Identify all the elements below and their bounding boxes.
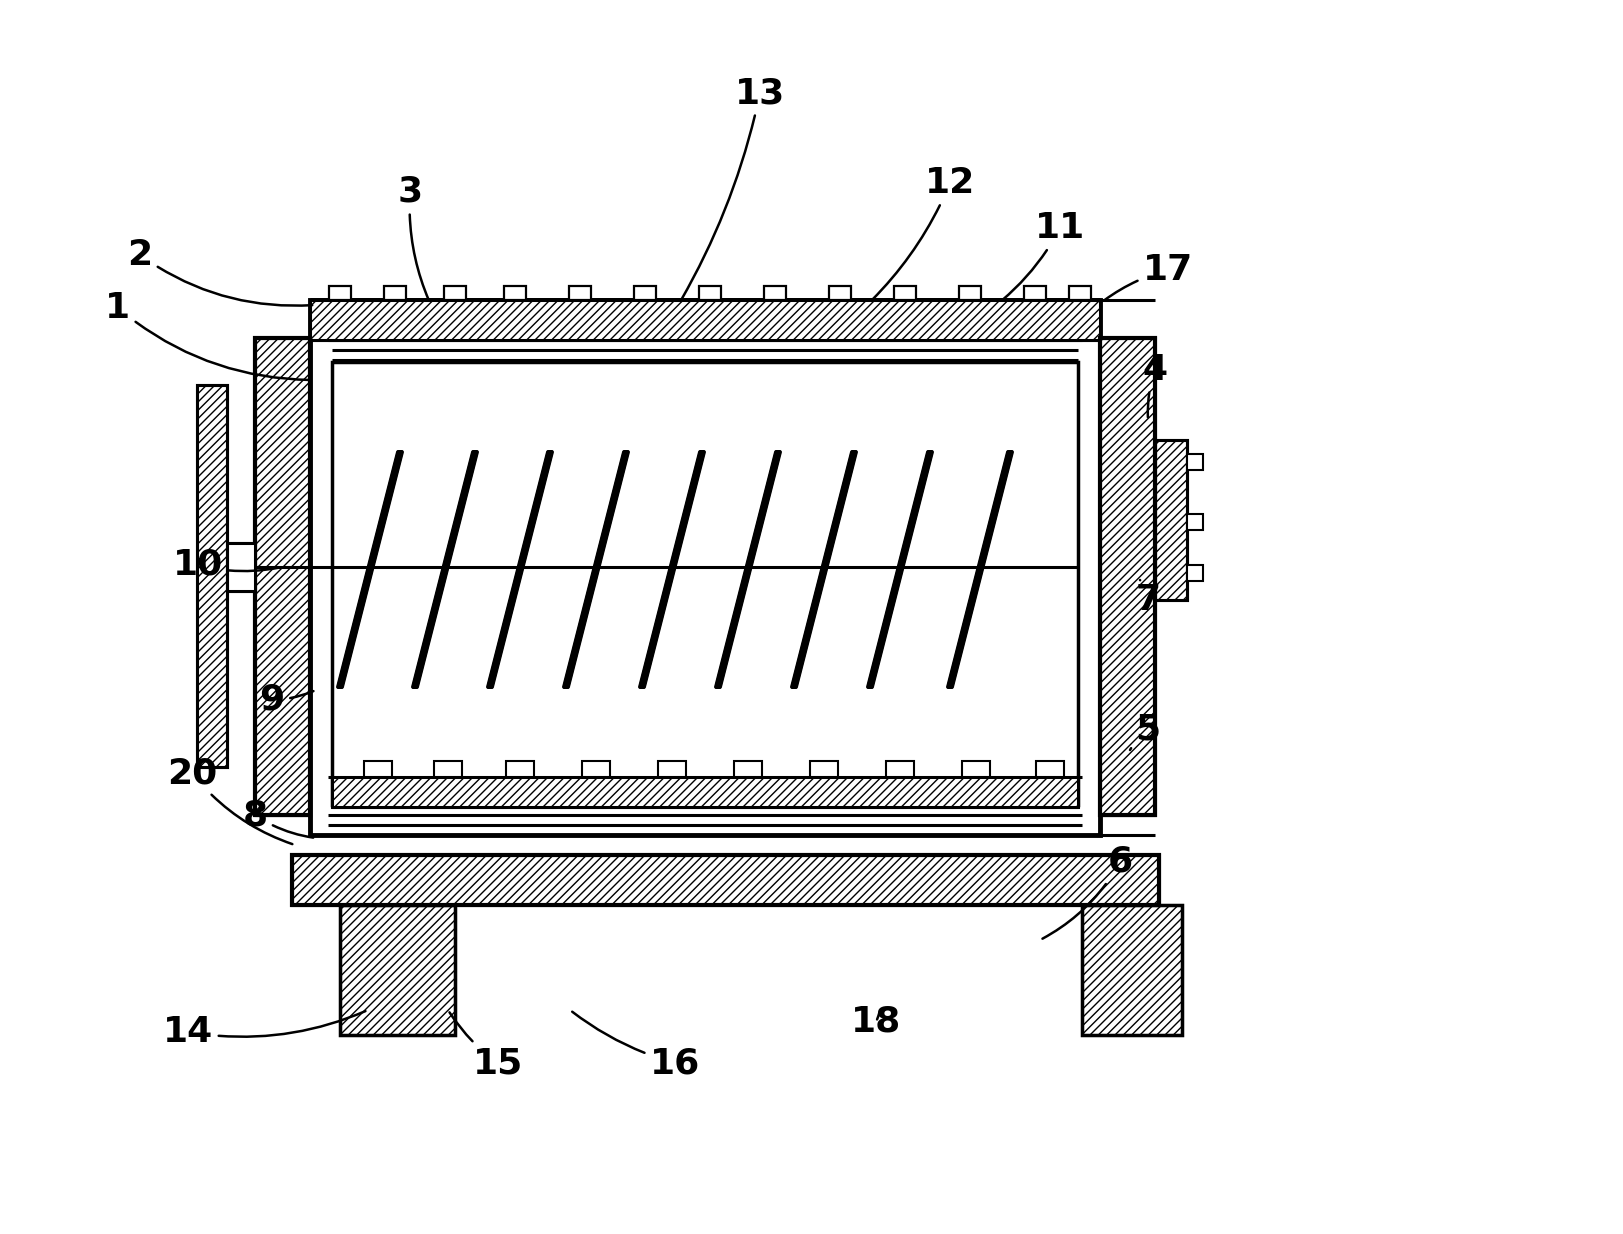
- Bar: [1024, 286, 1045, 300]
- Bar: [196, 385, 227, 768]
- Bar: [959, 286, 980, 300]
- Text: 12: 12: [872, 167, 974, 300]
- Bar: [443, 286, 466, 300]
- Text: 17: 17: [1104, 253, 1193, 300]
- Text: 6: 6: [1042, 845, 1131, 939]
- Bar: [633, 286, 656, 300]
- Text: 2: 2: [127, 238, 312, 306]
- Bar: [1154, 441, 1186, 600]
- Text: 8: 8: [242, 798, 313, 838]
- Bar: [657, 761, 685, 777]
- Text: 7: 7: [1134, 580, 1160, 617]
- Bar: [1186, 515, 1203, 529]
- Text: 14: 14: [162, 1011, 365, 1049]
- Text: 16: 16: [571, 1012, 700, 1080]
- Bar: [339, 905, 454, 1035]
- Bar: [1099, 338, 1154, 814]
- Text: 15: 15: [450, 1012, 523, 1080]
- Bar: [292, 855, 1159, 905]
- Text: 9: 9: [260, 682, 313, 717]
- Bar: [339, 905, 454, 1035]
- Bar: [255, 338, 310, 814]
- Bar: [1035, 761, 1063, 777]
- Bar: [828, 286, 850, 300]
- Bar: [1081, 905, 1182, 1035]
- Bar: [506, 761, 534, 777]
- Bar: [227, 543, 255, 591]
- Bar: [1186, 565, 1203, 581]
- Bar: [196, 385, 227, 768]
- Bar: [503, 286, 526, 300]
- Text: 18: 18: [850, 1004, 901, 1039]
- Bar: [331, 777, 1078, 807]
- Bar: [364, 761, 391, 777]
- Bar: [886, 761, 914, 777]
- Text: 5: 5: [1130, 713, 1160, 750]
- Bar: [1186, 454, 1203, 470]
- Bar: [331, 362, 1078, 805]
- Bar: [961, 761, 990, 777]
- Bar: [310, 300, 1099, 835]
- Bar: [1099, 338, 1154, 814]
- Bar: [734, 761, 761, 777]
- Bar: [255, 338, 310, 814]
- Text: 10: 10: [172, 548, 279, 582]
- Bar: [1154, 441, 1186, 600]
- Text: 11: 11: [1001, 211, 1084, 300]
- Bar: [1081, 905, 1182, 1035]
- Bar: [698, 286, 721, 300]
- Bar: [433, 761, 461, 777]
- Bar: [810, 761, 837, 777]
- Bar: [292, 855, 1159, 905]
- Bar: [581, 761, 610, 777]
- Text: 4: 4: [1141, 353, 1167, 417]
- Bar: [568, 286, 591, 300]
- Bar: [893, 286, 915, 300]
- Bar: [763, 286, 786, 300]
- Bar: [310, 300, 1099, 341]
- Text: 13: 13: [682, 77, 784, 300]
- Text: 20: 20: [167, 756, 292, 844]
- Text: 1: 1: [105, 291, 310, 380]
- Bar: [1068, 286, 1091, 300]
- Bar: [329, 286, 351, 300]
- Bar: [383, 286, 406, 300]
- Text: 3: 3: [398, 175, 428, 300]
